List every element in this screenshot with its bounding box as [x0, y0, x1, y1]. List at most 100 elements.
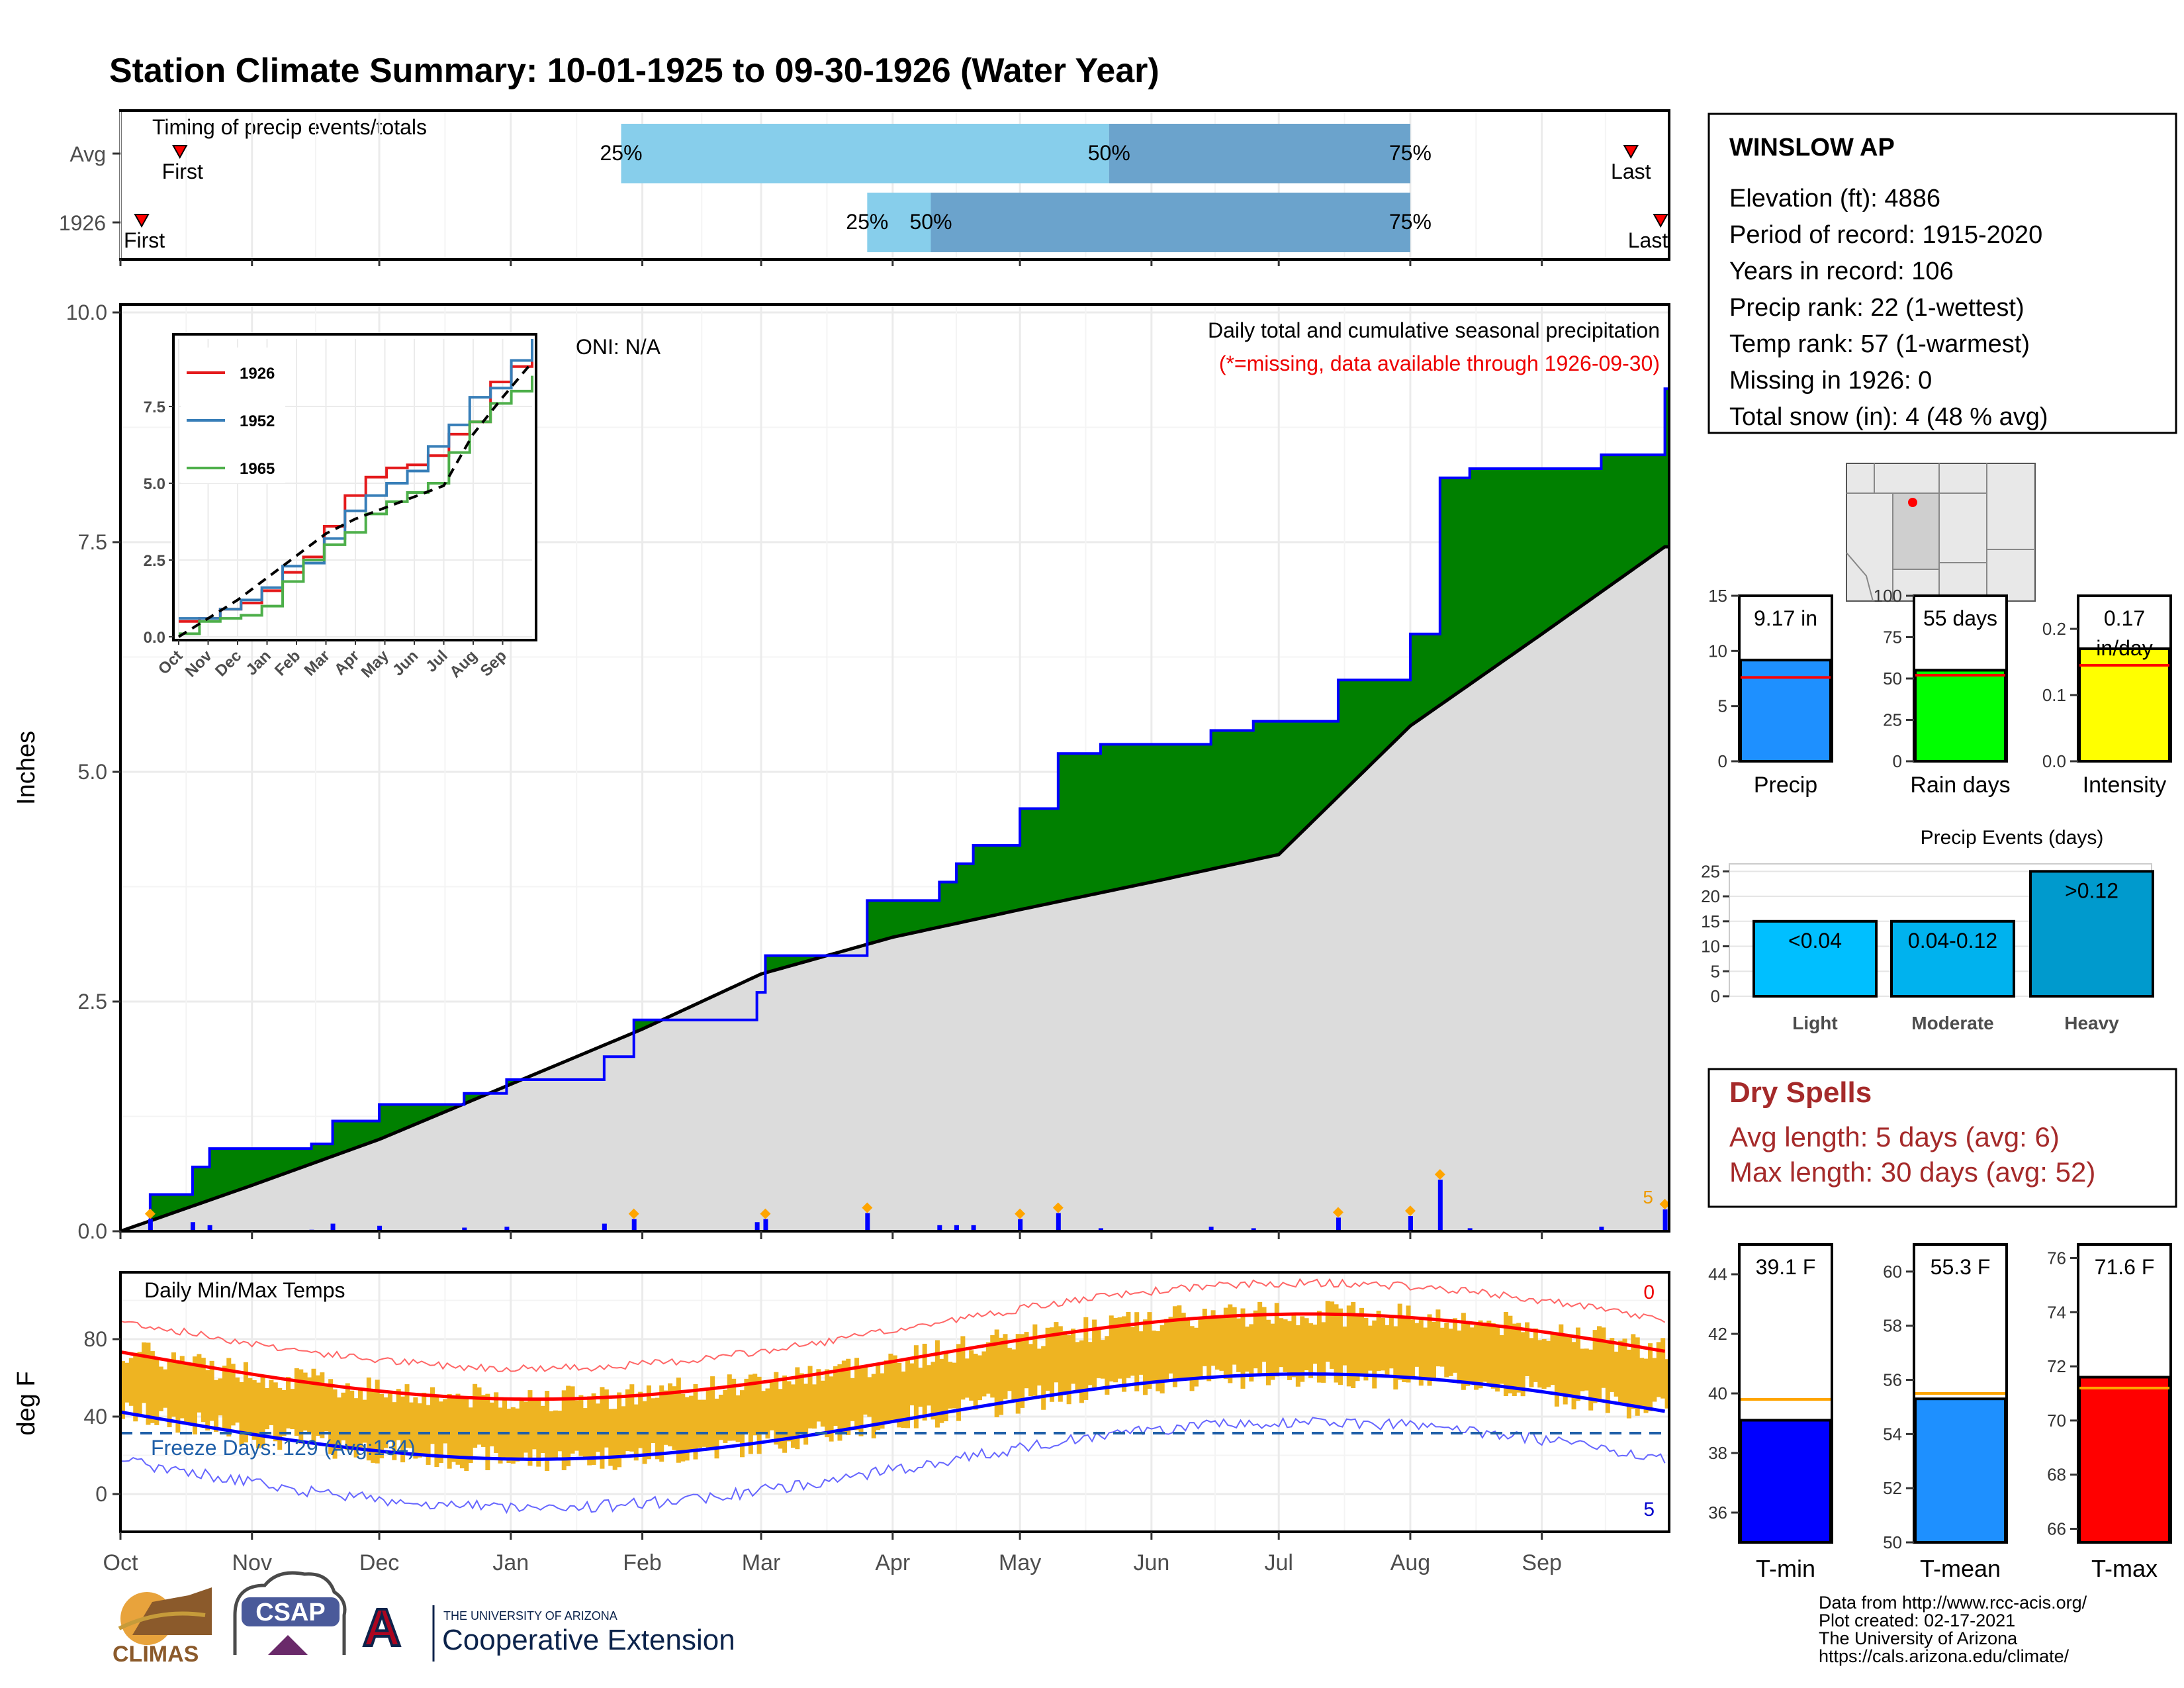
- precip-x-ticks: [119, 1231, 1543, 1239]
- mini-bar-value-label: 9.17 in: [1754, 606, 1817, 630]
- station-line: Total snow (in): 4 (48 % avg): [1729, 403, 2048, 431]
- mini-bar-tick-label: 15: [1708, 586, 1727, 606]
- timing-first-marker: [172, 145, 188, 160]
- timing-p75-label: 75%: [1389, 210, 1432, 234]
- dry-spells-frame: [1707, 1068, 2177, 1208]
- temp-daily-bar: [1100, 1340, 1105, 1379]
- ua-small: THE UNIVERSITY OF ARIZONA: [443, 1609, 617, 1622]
- heavy-event-marker: [628, 1208, 639, 1219]
- temp-daily-bar: [1635, 1337, 1640, 1416]
- temp-daily-bar: [591, 1393, 596, 1465]
- temp-daily-bar: [120, 1361, 126, 1419]
- temp-daily-bar: [867, 1377, 872, 1417]
- temp-daily-bar: [1355, 1313, 1360, 1382]
- temp-daily-bar: [307, 1377, 312, 1434]
- temp-daily-bar: [769, 1382, 774, 1430]
- daily-precip-bar: [1098, 1228, 1103, 1231]
- temp-daily-bar: [1054, 1322, 1059, 1383]
- temp-bar-value: [1914, 1397, 2007, 1544]
- temp-daily-bar: [480, 1395, 486, 1447]
- climas-text: CLIMAS: [113, 1642, 199, 1667]
- temp-daily-bar: [362, 1399, 367, 1443]
- ua-big: Cooperative Extension: [442, 1624, 735, 1656]
- temp-daily-bar: [235, 1377, 240, 1423]
- temp-daily-bar: [1185, 1318, 1191, 1380]
- temp-daily-bar: [1503, 1312, 1508, 1396]
- timing-row-label: 1926: [59, 211, 106, 235]
- temp-daily-bar: [1083, 1317, 1089, 1400]
- events-bar-label: Moderate: [1911, 1013, 1993, 1033]
- temp-bar-label: T-mean: [1920, 1555, 2001, 1582]
- temp-daily-bar: [1308, 1323, 1314, 1378]
- mini-bar-tick-label: 0.1: [2042, 685, 2066, 705]
- temp-daily-bar: [1177, 1305, 1182, 1381]
- timing-p50-label: 50%: [909, 210, 952, 234]
- temp-daily-bar: [663, 1390, 668, 1445]
- csap-banner: [242, 1597, 340, 1626]
- month-label: Sep: [1522, 1550, 1562, 1575]
- inset-y-tick-label: 2.5: [144, 552, 165, 570]
- record-min-line: [120, 1417, 1666, 1515]
- timing-last-label: Last: [1611, 160, 1651, 183]
- temp-daily-bar: [128, 1358, 134, 1406]
- events-bar-value: <0.04: [1788, 929, 1842, 953]
- temp-daily-bar: [727, 1374, 732, 1441]
- temp-daily-bar: [1228, 1304, 1233, 1383]
- temp-daily-bar: [608, 1409, 614, 1466]
- temp-daily-bar: [1618, 1340, 1623, 1403]
- temp-daily-bar: [782, 1375, 788, 1453]
- temp-daily-bar: [1316, 1311, 1322, 1383]
- temp-daily-bar: [1529, 1338, 1534, 1387]
- temp-daily-bar: [825, 1369, 830, 1438]
- temp-daily-bar: [566, 1385, 571, 1466]
- mini-bar-tick-label: 0.0: [2042, 751, 2066, 771]
- temp-daily-bar: [1138, 1331, 1144, 1375]
- temp-daily-bar: [1168, 1317, 1173, 1374]
- mini-bar-label: Rain days: [1910, 773, 2010, 798]
- temp-bar-tick-label: 72: [2047, 1356, 2066, 1376]
- temp-daily-bar: [761, 1391, 766, 1434]
- temp-daily-bar: [1334, 1304, 1339, 1383]
- temp-daily-bar: [561, 1390, 567, 1470]
- temp-daily-bar: [1592, 1330, 1598, 1403]
- station-line: Period of record: 1915-2020: [1729, 221, 2042, 249]
- temp-daily-bar: [659, 1385, 664, 1462]
- temp-bar-tick-label: 58: [1883, 1316, 1902, 1336]
- temp-daily-bar: [625, 1389, 630, 1452]
- temp-daily-bar: [862, 1366, 868, 1415]
- temp-y-tick-label: 40: [83, 1405, 107, 1429]
- temp-daily-bar: [1610, 1338, 1615, 1392]
- station-line: Elevation (ft): 4886: [1729, 185, 1940, 212]
- temp-daily-bar: [570, 1386, 575, 1454]
- inset-legend-label: 1952: [240, 412, 275, 430]
- temp-daily-bar: [693, 1384, 698, 1460]
- month-label: Mar: [742, 1550, 781, 1575]
- temp-daily-bar: [774, 1372, 779, 1445]
- daily-precip-bar: [1408, 1216, 1413, 1231]
- avg-min-line: [120, 1372, 1666, 1461]
- temp-daily-bar: [1215, 1316, 1220, 1370]
- temp-daily-bar: [290, 1389, 295, 1429]
- mini-bar-tick-label: 0: [1893, 751, 1902, 771]
- temp-daily-bar: [1439, 1327, 1445, 1367]
- temp-daily-bar: [1588, 1349, 1594, 1411]
- temp-daily-bar: [1036, 1348, 1042, 1386]
- temp-daily-bar: [1287, 1321, 1293, 1380]
- temp-daily-bar: [142, 1342, 147, 1403]
- temp-daily-bar: [897, 1362, 902, 1428]
- temp-daily-bar: [146, 1342, 151, 1425]
- temp-daily-bar: [1156, 1331, 1161, 1391]
- temp-daily-bar: [1639, 1358, 1645, 1409]
- temp-daily-bar: [281, 1389, 287, 1436]
- temp-daily-bar: [417, 1403, 422, 1458]
- temp-daily-bar: [1516, 1323, 1522, 1393]
- precip-y-tick-label: 5.0: [78, 760, 107, 784]
- temp-daily-bar: [1342, 1326, 1347, 1366]
- missing-note: (*=missing, data available through 1926-…: [1219, 352, 1660, 375]
- temp-daily-bar: [1388, 1317, 1394, 1369]
- temp-daily-bar: [1240, 1308, 1246, 1389]
- temp-daily-bar: [1330, 1301, 1335, 1369]
- temp-daily-bar: [260, 1376, 265, 1446]
- temp-daily-bar: [672, 1386, 677, 1450]
- temp-daily-bar: [981, 1351, 987, 1397]
